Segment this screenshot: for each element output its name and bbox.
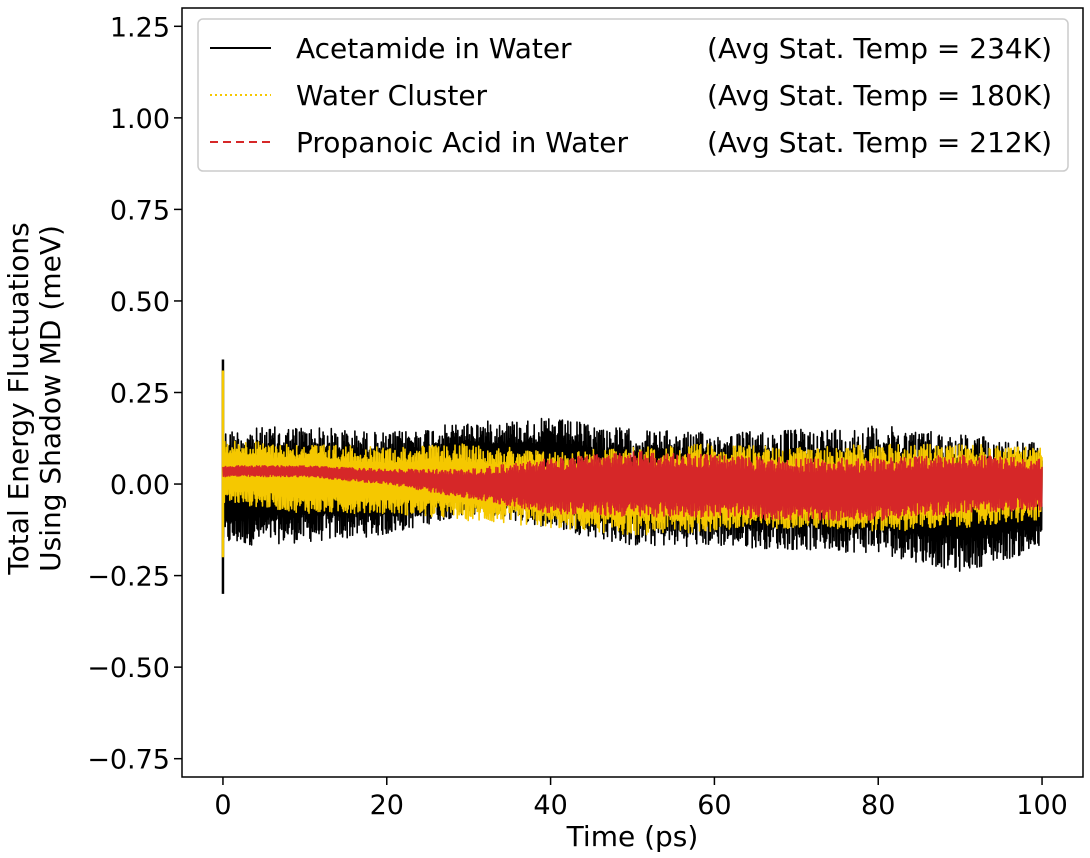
legend-box bbox=[197, 18, 1069, 172]
legend-label: Propanoic Acid in Water bbox=[296, 126, 628, 159]
y-axis-title-line-2: Using Shadow MD (meV) bbox=[34, 225, 67, 572]
y-tick-label: 0.50 bbox=[110, 287, 170, 318]
x-tick-label: 40 bbox=[533, 790, 567, 821]
y-axis: −0.75 −0.50 −0.25 0.00 0.25 0.50 0.75 1.00 1.25 bbox=[87, 12, 182, 776]
x-tick-label: 80 bbox=[861, 790, 895, 821]
x-tick-label: 100 bbox=[1016, 790, 1068, 821]
y-tick-label: −0.50 bbox=[87, 653, 170, 684]
series-line-3 bbox=[222, 450, 1043, 522]
x-axis-title: Time (ps) bbox=[566, 820, 699, 853]
x-tick-label: 0 bbox=[214, 790, 231, 821]
y-tick-label: 0.25 bbox=[110, 379, 170, 410]
y-tick-label: 1.00 bbox=[110, 104, 170, 135]
series-line-1 bbox=[222, 417, 1043, 572]
y-tick-label: −0.25 bbox=[87, 562, 170, 593]
legend-temp-label: (Avg Stat. Temp = 212K) bbox=[707, 126, 1052, 159]
y-axis-title-line-1: Total Energy Fluctuations bbox=[2, 222, 35, 575]
legend-label: Water Cluster bbox=[296, 79, 488, 112]
legend-label: Acetamide in Water bbox=[296, 32, 572, 65]
y-tick-label: −0.75 bbox=[87, 745, 170, 776]
series-layer bbox=[221, 359, 1043, 594]
x-tick-label: 20 bbox=[370, 790, 404, 821]
y-tick-label: 0.00 bbox=[110, 470, 170, 501]
legend-temp-label: (Avg Stat. Temp = 234K) bbox=[707, 32, 1052, 65]
y-tick-label: 1.25 bbox=[110, 12, 170, 43]
legend-temp-label: (Avg Stat. Temp = 180K) bbox=[707, 79, 1052, 112]
x-tick-label: 60 bbox=[697, 790, 731, 821]
y-tick-label: 0.75 bbox=[110, 195, 170, 226]
x-axis: 0 20 40 60 80 100 bbox=[214, 777, 1068, 821]
legend: Acetamide in Water (Avg Stat. Temp = 234K… bbox=[197, 18, 1069, 172]
